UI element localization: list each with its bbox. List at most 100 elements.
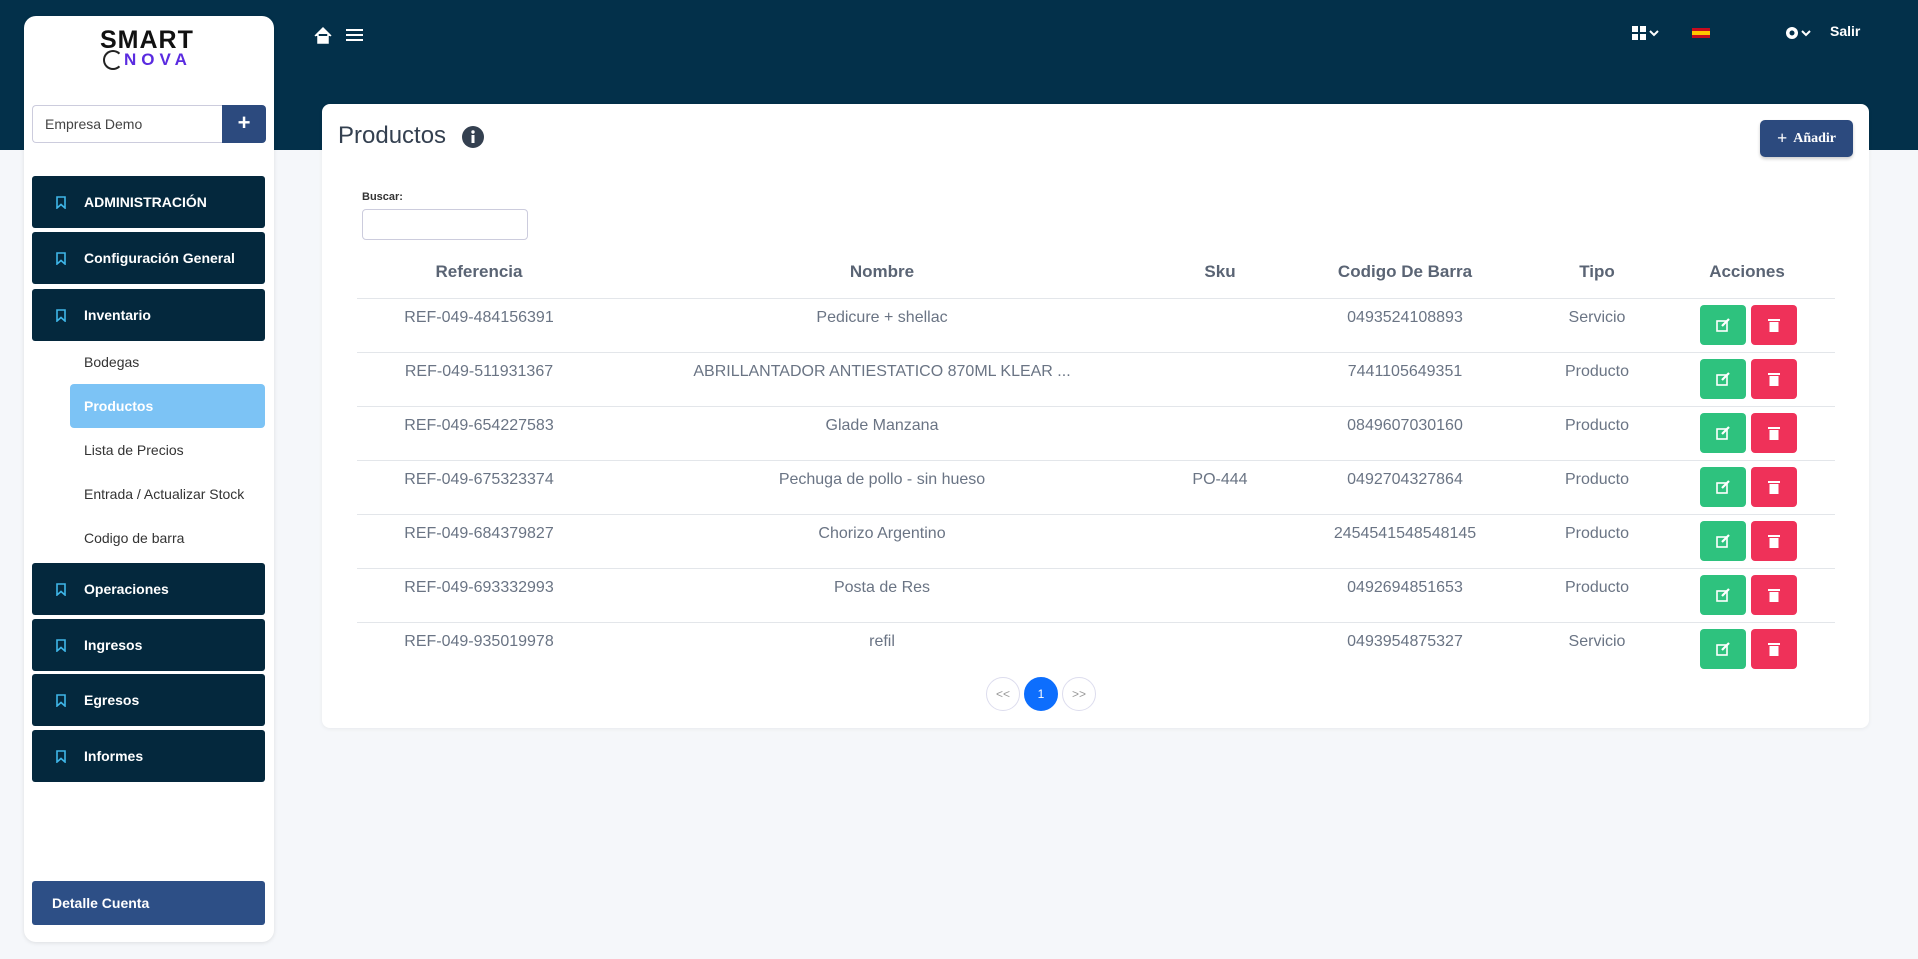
add-button[interactable]: + Añadir xyxy=(1760,120,1853,157)
menu-item[interactable]: Informes xyxy=(32,730,265,782)
menu-label: ADMINISTRACIÓN xyxy=(84,194,207,210)
table-cell: REF-049-684379827 xyxy=(404,525,554,542)
page-button[interactable]: >> xyxy=(1062,677,1096,711)
apps-icon[interactable] xyxy=(1632,26,1659,40)
row-divider xyxy=(357,406,1835,407)
table-cell: REF-049-935019978 xyxy=(404,633,554,650)
row-divider xyxy=(357,298,1835,299)
edit-button[interactable] xyxy=(1700,305,1746,345)
language-flag[interactable] xyxy=(1692,28,1710,38)
column-header: Codigo De Barra xyxy=(1337,262,1473,281)
menu-label: Egresos xyxy=(84,692,140,708)
submenu-item[interactable]: Entrada / Actualizar Stock xyxy=(84,486,245,502)
column-header: Nombre xyxy=(849,262,915,281)
row-divider xyxy=(357,514,1835,515)
logout-label: Salir xyxy=(1830,23,1861,39)
delete-button[interactable] xyxy=(1751,359,1797,399)
menu-label: Ingresos xyxy=(84,637,143,653)
table-cell: refil xyxy=(869,633,895,650)
add-company[interactable]: + xyxy=(222,105,266,143)
page-title: Productos xyxy=(338,122,447,149)
edit-icon xyxy=(1716,372,1730,386)
edit-button[interactable] xyxy=(1700,575,1746,615)
table-cell: ABRILLANTADOR ANTIESTATICO 870ML KLEAR .… xyxy=(693,363,1071,380)
table-cell: Chorizo Argentino xyxy=(818,525,946,542)
menu-item[interactable]: ADMINISTRACIÓN xyxy=(32,176,265,228)
account-menu[interactable]: Detalle Cuenta xyxy=(32,881,265,925)
delete-icon xyxy=(1768,373,1780,386)
edit-icon xyxy=(1716,642,1730,656)
menu-label: Operaciones xyxy=(84,581,169,597)
edit-button[interactable] xyxy=(1700,629,1746,669)
table-cell: REF-049-654227583 xyxy=(404,417,554,434)
delete-button[interactable] xyxy=(1751,629,1797,669)
menu-label: Inventario xyxy=(84,307,151,323)
table-cell: 0493954875327 xyxy=(1347,633,1463,650)
table-cell: Producto xyxy=(1564,579,1630,596)
table-cell: Producto xyxy=(1564,363,1630,380)
row-divider xyxy=(357,352,1835,353)
bookmark-icon xyxy=(56,583,66,596)
menu-item[interactable]: Egresos xyxy=(32,674,265,726)
column-header: Sku xyxy=(1204,262,1236,281)
menu-item[interactable]: Configuración General xyxy=(32,232,265,284)
submenu-item[interactable]: Codigo de barra xyxy=(84,530,185,546)
table-cell: Producto xyxy=(1564,471,1630,488)
delete-icon xyxy=(1768,319,1780,332)
menu-item[interactable]: Inventario xyxy=(32,289,265,341)
info-icon[interactable] xyxy=(462,126,484,148)
menu-toggle[interactable] xyxy=(346,29,363,41)
table-cell: 0492694851653 xyxy=(1347,579,1463,596)
table-cell: 0492704327864 xyxy=(1347,471,1463,488)
bookmark-icon xyxy=(56,196,66,209)
submenu-item[interactable]: Bodegas xyxy=(84,354,140,370)
table-cell: Servicio xyxy=(1568,309,1626,326)
edit-button[interactable] xyxy=(1700,467,1746,507)
table-cell: Producto xyxy=(1564,525,1630,542)
add-label: Añadir xyxy=(1793,130,1837,146)
table-cell: Glade Manzana xyxy=(825,417,939,434)
delete-icon xyxy=(1768,589,1780,602)
bookmark-icon xyxy=(56,750,66,763)
logo-text: NOVA xyxy=(124,50,192,69)
table-cell: Pedicure + shellac xyxy=(816,309,948,326)
edit-icon xyxy=(1716,318,1730,332)
delete-button[interactable] xyxy=(1751,467,1797,507)
edit-icon xyxy=(1716,426,1730,440)
delete-icon xyxy=(1768,643,1780,656)
menu-item[interactable]: Operaciones xyxy=(32,563,265,615)
table-cell: 2454541548548145 xyxy=(1333,525,1477,542)
bookmark-icon xyxy=(56,252,66,265)
menu-label: Configuración General xyxy=(84,250,235,266)
edit-button[interactable] xyxy=(1700,359,1746,399)
menu-item[interactable]: Ingresos xyxy=(32,619,265,671)
delete-button[interactable] xyxy=(1751,305,1797,345)
home-icon[interactable] xyxy=(314,26,332,44)
submenu-item[interactable]: Productos xyxy=(70,384,265,428)
sidebar xyxy=(24,16,274,942)
search-input[interactable] xyxy=(362,209,528,240)
edit-button[interactable] xyxy=(1700,413,1746,453)
delete-button[interactable] xyxy=(1751,575,1797,615)
settings-icon[interactable] xyxy=(1786,27,1811,39)
row-divider xyxy=(357,622,1835,623)
row-divider xyxy=(357,460,1835,461)
table-cell: REF-049-675323374 xyxy=(404,471,554,488)
table-cell: REF-049-484156391 xyxy=(404,309,554,326)
company-select[interactable]: Empresa Demo xyxy=(32,105,222,143)
submenu-item[interactable]: Lista de Precios xyxy=(84,442,184,458)
top-right-icons xyxy=(1632,26,1811,40)
bookmark-icon xyxy=(56,694,66,707)
table-cell: 0849607030160 xyxy=(1347,417,1463,434)
edit-button[interactable] xyxy=(1700,521,1746,561)
logo-mark xyxy=(103,50,123,70)
page-button[interactable]: 1 xyxy=(1024,677,1058,711)
page-button[interactable]: << xyxy=(986,677,1020,711)
table-cell: Posta de Res xyxy=(833,579,931,596)
delete-button[interactable] xyxy=(1751,413,1797,453)
delete-button[interactable] xyxy=(1751,521,1797,561)
logo-text: SMART xyxy=(100,26,194,54)
table-cell: Servicio xyxy=(1568,633,1626,650)
logout[interactable]: Salir xyxy=(1830,23,1860,39)
